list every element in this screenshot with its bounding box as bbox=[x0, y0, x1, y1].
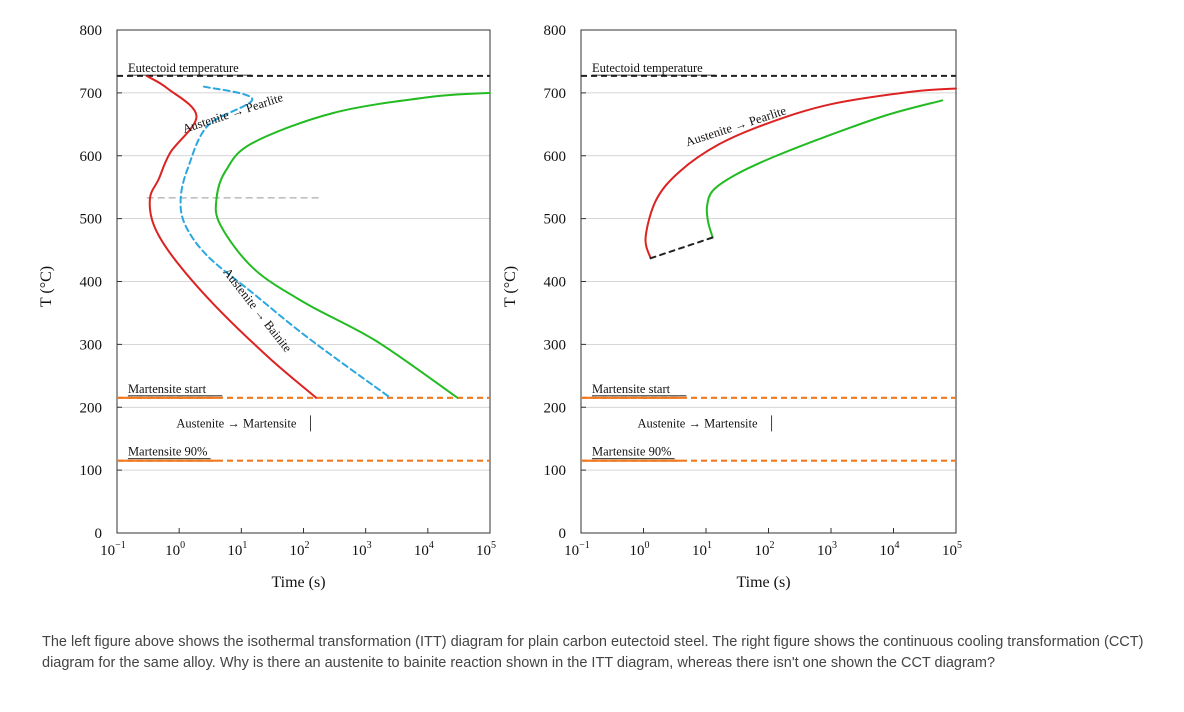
y-tick-label: 200 bbox=[80, 400, 103, 416]
series-transformation-finish bbox=[214, 91, 491, 399]
annotation-label: Martensite start bbox=[592, 382, 671, 396]
y-tick-label: 800 bbox=[544, 23, 567, 39]
y-tick-label: 300 bbox=[80, 337, 103, 353]
series-transformation-stop bbox=[649, 236, 714, 260]
x-axis-label: Time (s) bbox=[271, 574, 325, 591]
x-tick-label: 104 bbox=[880, 540, 900, 559]
annotation-label: Austenite → Martensite bbox=[637, 416, 758, 430]
annotation-label: Austenite → Martensite bbox=[176, 416, 297, 430]
series-transformation-start bbox=[145, 74, 318, 399]
x-tick-label: 103 bbox=[352, 540, 372, 559]
y-tick-label: 200 bbox=[544, 400, 567, 416]
series-transformation-finish bbox=[705, 99, 944, 239]
y-tick-label: 800 bbox=[80, 23, 103, 39]
annotation-label: Martensite 90% bbox=[592, 445, 672, 459]
x-tick-label: 103 bbox=[817, 540, 837, 559]
figure: 800 700 600 500 400 300 200 100 0 10−1 100 101 102 10… bbox=[38, 23, 962, 591]
annotation-label: Austenite → Bainite bbox=[220, 265, 295, 355]
y-tick-label: 400 bbox=[544, 275, 567, 291]
y-tick-label: 700 bbox=[80, 86, 103, 102]
y-tick-label: 100 bbox=[80, 463, 103, 479]
annotation-label: Martensite 90% bbox=[128, 445, 208, 459]
x-tick-label: 105 bbox=[942, 540, 962, 559]
x-tick-label: 100 bbox=[165, 540, 185, 559]
x-tick-label: 10−1 bbox=[564, 540, 590, 559]
y-axis-label: T (°C) bbox=[502, 266, 519, 307]
series-50-transformation bbox=[179, 85, 392, 399]
y-tick-label: 600 bbox=[80, 149, 103, 165]
y-tick-label: 500 bbox=[80, 212, 103, 228]
x-tick-label: 101 bbox=[227, 540, 247, 559]
y-tick-label: 500 bbox=[544, 212, 567, 228]
y-tick-label: 0 bbox=[95, 526, 103, 542]
annotation-label: Eutectoid temperature bbox=[592, 61, 703, 75]
x-tick-label: 105 bbox=[476, 540, 496, 559]
annotation-label: Eutectoid temperature bbox=[128, 61, 239, 75]
annotation-label: Austenite → Pearlite bbox=[684, 103, 788, 149]
chart-panel-2: 800 700 600 500 400 300 200 100 010−1 100 101 102 10… bbox=[502, 23, 962, 591]
y-tick-label: 700 bbox=[544, 86, 567, 102]
x-axis-label: Time (s) bbox=[736, 574, 790, 591]
series-transformation-start bbox=[644, 87, 957, 260]
y-tick-label: 0 bbox=[559, 526, 567, 542]
x-tick-label: 102 bbox=[755, 540, 775, 559]
question-text: The left figure above shows the isotherm… bbox=[42, 634, 1144, 671]
chart-panel-1: 800 700 600 500 400 300 200 100 010−1 100 101 102 10… bbox=[38, 23, 496, 591]
y-tick-label: 100 bbox=[544, 463, 567, 479]
x-tick-label: 102 bbox=[290, 540, 310, 559]
x-tick-label: 10−1 bbox=[100, 540, 126, 559]
y-axis-label: T (°C) bbox=[38, 266, 55, 307]
y-tick-label: 300 bbox=[544, 337, 567, 353]
annotation-label: Martensite start bbox=[128, 382, 207, 396]
y-tick-label: 600 bbox=[544, 149, 567, 165]
y-tick-label: 400 bbox=[80, 275, 103, 291]
x-tick-label: 104 bbox=[414, 540, 434, 559]
x-tick-label: 100 bbox=[630, 540, 650, 559]
x-tick-label: 101 bbox=[692, 540, 712, 559]
